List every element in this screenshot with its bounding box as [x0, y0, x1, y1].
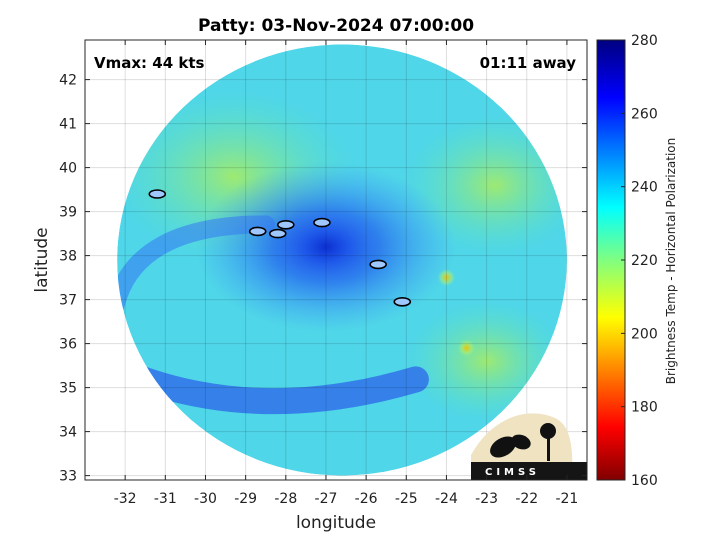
colorbar-label: Brightness Temp - Horizontal Polarizatio…: [664, 138, 678, 385]
y-axis-ticks: 33 34 35 36 37 38 39 40 41 42: [59, 73, 587, 485]
axes-frame: [84, 39, 588, 481]
colorbar-gradient: [596, 39, 626, 481]
water-tower-icon: [547, 437, 550, 461]
satellite-dish-icon: [490, 436, 516, 458]
y-tick-label: 41: [59, 117, 77, 133]
x-axis-ticks: -32 -31 -30 -29 -28 -27 -26 -25 -24 -23 -22 -21: [114, 40, 578, 507]
x-tick-label: -31: [154, 491, 177, 507]
x-axis-label: longitude: [296, 513, 376, 533]
y-tick-label: 33: [59, 469, 77, 485]
y-tick-label: 38: [59, 249, 77, 265]
logo-text: CIMSS: [485, 467, 540, 478]
colorbar-tick-label: 240: [631, 180, 658, 196]
x-tick-label: -24: [435, 491, 458, 507]
time-offset-annotation: 01:11 away: [480, 54, 577, 72]
contour-line: [248, 226, 267, 237]
vmax-annotation: Vmax: 44 kts: [94, 54, 204, 72]
contour-line: [313, 217, 331, 228]
colorbar-tick-label: 160: [631, 473, 658, 489]
colorbar-tick-label: 260: [631, 106, 658, 122]
x-tick-label: -27: [315, 491, 338, 507]
satellite-dish-icon: [511, 434, 531, 450]
contour-line: [148, 189, 167, 199]
colorbar-tick-label: 220: [631, 253, 658, 269]
warm-spot: [457, 339, 476, 357]
chart-title: Patty: 03-Nov-2024 07:00:00: [198, 16, 474, 36]
colorbar-tick-label: 180: [631, 400, 658, 416]
y-tick-label: 36: [59, 337, 77, 353]
y-tick-label: 39: [59, 205, 77, 221]
colorbar-tick-label: 200: [631, 326, 658, 342]
storm-core: [270, 208, 381, 285]
y-tick-label: 42: [59, 73, 77, 89]
gridlines: [85, 40, 587, 480]
x-tick-label: -21: [555, 491, 578, 507]
y-tick-label: 37: [59, 293, 77, 309]
colorbar-ticks: 160 180 200 220 240 260 280: [621, 33, 658, 489]
contour-lines: [148, 189, 412, 307]
x-tick-label: -29: [234, 491, 257, 507]
brightness-temperature-swath: [117, 44, 567, 476]
contour-line: [393, 296, 412, 307]
logo-band: [471, 462, 587, 480]
x-tick-label: -30: [194, 491, 217, 507]
x-tick-label: -32: [114, 491, 137, 507]
colorbar: 160 180 200 220 240 260 280 Brightness Temp - …: [596, 33, 678, 489]
x-tick-label: -25: [395, 491, 418, 507]
x-tick-label: -23: [475, 491, 498, 507]
y-axis-label: latitude: [32, 227, 52, 292]
contour-line: [276, 220, 295, 230]
x-tick-label: -28: [274, 491, 297, 507]
x-tick-label: -22: [515, 491, 538, 507]
contour-line: [268, 228, 287, 239]
inner-rainband: [117, 215, 275, 314]
x-tick-label: -26: [355, 491, 378, 507]
y-tick-label: 35: [59, 381, 77, 397]
cimss-logo: CIMSS: [471, 413, 587, 480]
water-tower-icon: [540, 423, 556, 439]
swath-features: [117, 91, 567, 422]
warm-spot: [437, 268, 456, 287]
y-tick-label: 40: [59, 161, 77, 177]
colorbar-tick-label: 280: [631, 33, 658, 49]
contour-line: [369, 259, 387, 270]
y-tick-label: 34: [59, 425, 77, 441]
